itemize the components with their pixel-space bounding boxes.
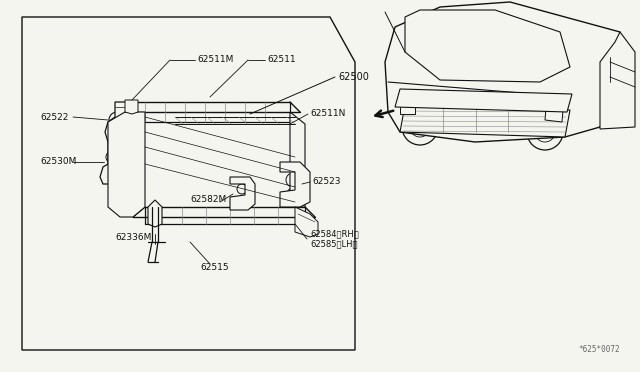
- Text: 62500: 62500: [338, 72, 369, 82]
- Text: 62336M: 62336M: [115, 232, 152, 241]
- Text: 62530M: 62530M: [40, 157, 76, 167]
- Polygon shape: [230, 177, 255, 210]
- Polygon shape: [405, 10, 570, 82]
- Polygon shape: [600, 32, 635, 129]
- Polygon shape: [385, 2, 625, 142]
- Polygon shape: [545, 108, 563, 122]
- Text: 62511M: 62511M: [197, 55, 234, 64]
- Circle shape: [286, 173, 300, 187]
- Polygon shape: [108, 112, 145, 217]
- Polygon shape: [395, 89, 572, 112]
- Polygon shape: [125, 100, 138, 114]
- Polygon shape: [400, 105, 570, 137]
- Text: 62582M: 62582M: [190, 196, 227, 205]
- Circle shape: [237, 184, 247, 194]
- Polygon shape: [295, 207, 318, 237]
- Polygon shape: [280, 162, 310, 207]
- Text: 62511: 62511: [267, 55, 296, 64]
- Circle shape: [126, 101, 134, 109]
- Circle shape: [287, 188, 299, 200]
- Polygon shape: [105, 102, 130, 142]
- Text: 62515: 62515: [200, 263, 228, 272]
- Text: 62511N: 62511N: [310, 109, 346, 119]
- Circle shape: [106, 151, 118, 163]
- Circle shape: [527, 114, 563, 150]
- Polygon shape: [148, 200, 162, 227]
- Circle shape: [402, 109, 438, 145]
- Text: 62522: 62522: [40, 112, 68, 122]
- Polygon shape: [100, 142, 125, 184]
- Polygon shape: [22, 17, 355, 350]
- Circle shape: [535, 122, 555, 142]
- Polygon shape: [290, 112, 305, 207]
- Text: 62523: 62523: [312, 177, 340, 186]
- Circle shape: [410, 117, 430, 137]
- Text: *625*0072: *625*0072: [579, 345, 620, 354]
- Text: 62585〈LH〉: 62585〈LH〉: [310, 240, 358, 248]
- Circle shape: [109, 112, 125, 128]
- Polygon shape: [400, 104, 415, 114]
- Circle shape: [110, 128, 124, 142]
- Text: 62584〈RH〉: 62584〈RH〉: [310, 230, 359, 238]
